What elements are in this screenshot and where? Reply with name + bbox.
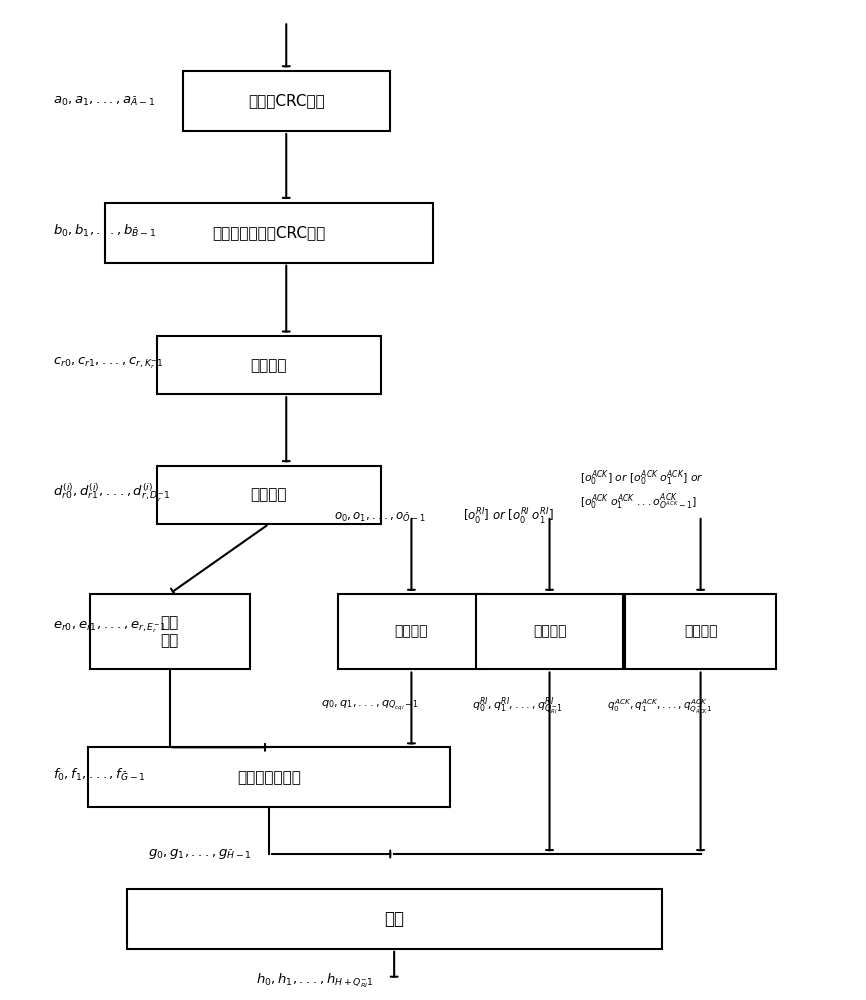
Text: 码块分割和码块CRC校验: 码块分割和码块CRC校验	[212, 225, 326, 240]
Text: $q_0, q_1, ..., q_{Q_{cqi}-1}$: $q_0, q_1, ..., q_{Q_{cqi}-1}$	[320, 699, 419, 713]
Text: $q_0^{RI}, q_1^{RI}, ..., q_{Q_{RI}^{-}1}^{RI}$: $q_0^{RI}, q_1^{RI}, ..., q_{Q_{RI}^{-}1…	[472, 696, 562, 717]
Text: 交织: 交织	[385, 910, 404, 928]
Text: $[o_0^{RI}]$ or $[o_0^{RI}\; o_1^{RI}]$: $[o_0^{RI}]$ or $[o_0^{RI}\; o_1^{RI}]$	[463, 507, 554, 527]
Text: 数据和控制复用: 数据和控制复用	[237, 770, 301, 785]
FancyBboxPatch shape	[476, 594, 623, 669]
Text: $c_{r0}, c_{r1}, ..., c_{r,K_r^{-}1}$: $c_{r0}, c_{r1}, ..., c_{r,K_r^{-}1}$	[53, 356, 164, 371]
FancyBboxPatch shape	[157, 466, 381, 524]
Text: $h_0, h_1, ..., h_{H+Q_{RI}^{-}1}$: $h_0, h_1, ..., h_{H+Q_{RI}^{-}1}$	[256, 971, 374, 990]
FancyBboxPatch shape	[126, 889, 662, 949]
Text: 信道编码: 信道编码	[395, 625, 428, 639]
Text: $g_0, g_1, ..., g_{\bar{H}-1}$: $g_0, g_1, ..., g_{\bar{H}-1}$	[148, 847, 252, 861]
Text: $f_0, f_1, ..., f_{\bar{G}-1}$: $f_0, f_1, ..., f_{\bar{G}-1}$	[53, 767, 146, 783]
Text: $[o_0^{ACK}]$ or $[o_0^{ACK}\; o_1^{ACK}]$ or
$[o_0^{ACK}\; o_1^{ACK}\; ...o_{O^: $[o_0^{ACK}]$ or $[o_0^{ACK}\; o_1^{ACK}…	[579, 468, 704, 512]
FancyBboxPatch shape	[183, 71, 390, 131]
Text: $q_0^{ACK}, q_1^{ACK}, ..., q_{Q_{ACK}^{-}1}^{ACK}$: $q_0^{ACK}, q_1^{ACK}, ..., q_{Q_{ACK}^{…	[607, 697, 713, 716]
Text: $o_0, o_1, ..., o_{\bar{O}-1}$: $o_0, o_1, ..., o_{\bar{O}-1}$	[333, 510, 426, 524]
Text: $b_0, b_1, ..., b_{\bar{B}-1}$: $b_0, b_1, ..., b_{\bar{B}-1}$	[53, 223, 157, 239]
FancyBboxPatch shape	[338, 594, 485, 669]
Text: 速率匹配: 速率匹配	[251, 488, 288, 503]
FancyBboxPatch shape	[157, 336, 381, 394]
FancyBboxPatch shape	[90, 594, 249, 669]
Text: 传输块CRC校验: 传输块CRC校验	[248, 94, 325, 109]
Text: $e_{r0}, e_{r1}, ..., e_{r,E_r^{-}1}$: $e_{r0}, e_{r1}, ..., e_{r,E_r^{-}1}$	[53, 620, 166, 635]
FancyBboxPatch shape	[625, 594, 776, 669]
Text: $a_0, a_1, ..., a_{\bar{A}-1}$: $a_0, a_1, ..., a_{\bar{A}-1}$	[53, 95, 156, 108]
Text: 信道编码: 信道编码	[533, 625, 566, 639]
Text: 码块
合成: 码块 合成	[160, 615, 179, 648]
FancyBboxPatch shape	[87, 747, 450, 807]
FancyBboxPatch shape	[105, 203, 433, 263]
Text: $d_{r0}^{(i)}, d_{r1}^{(i)}, ..., d_{r,D_r^{-}1}^{(i)}$: $d_{r0}^{(i)}, d_{r1}^{(i)}, ..., d_{r,D…	[53, 482, 171, 504]
Text: 信道编码: 信道编码	[684, 625, 717, 639]
Text: 信道编码: 信道编码	[251, 358, 288, 373]
